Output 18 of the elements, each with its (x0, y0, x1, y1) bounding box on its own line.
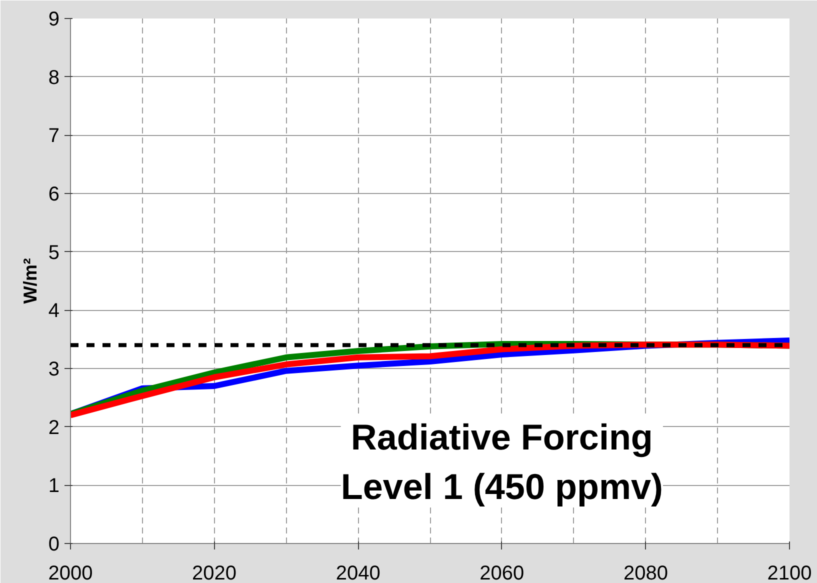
y-tick-label: 6 (48, 184, 60, 206)
y-tick-label: 8 (48, 66, 60, 89)
x-tick-label: 2040 (336, 562, 380, 583)
y-tick-label: 0 (48, 534, 60, 556)
y-tick-label: 5 (48, 242, 60, 264)
annotation: Radiative Forcing Level 1 (450 ppmv) (340, 416, 663, 507)
y-tick-label: 4 (48, 300, 60, 322)
y-tick-label: 1 (48, 475, 60, 498)
x-tick-label: 2020 (192, 562, 237, 583)
x-tick-label: 2060 (480, 562, 524, 583)
x-tick-label: 2080 (623, 562, 668, 583)
y-tick-label: 7 (48, 125, 60, 148)
x-tick-label: 2000 (48, 562, 93, 583)
y-tick-label: 2 (48, 416, 60, 439)
x-tick-label: 2100 (767, 562, 812, 583)
y-tick-label: 3 (48, 358, 60, 380)
y-tick-label: 9 (48, 8, 60, 30)
y-axis-title: W/m² (19, 258, 40, 304)
